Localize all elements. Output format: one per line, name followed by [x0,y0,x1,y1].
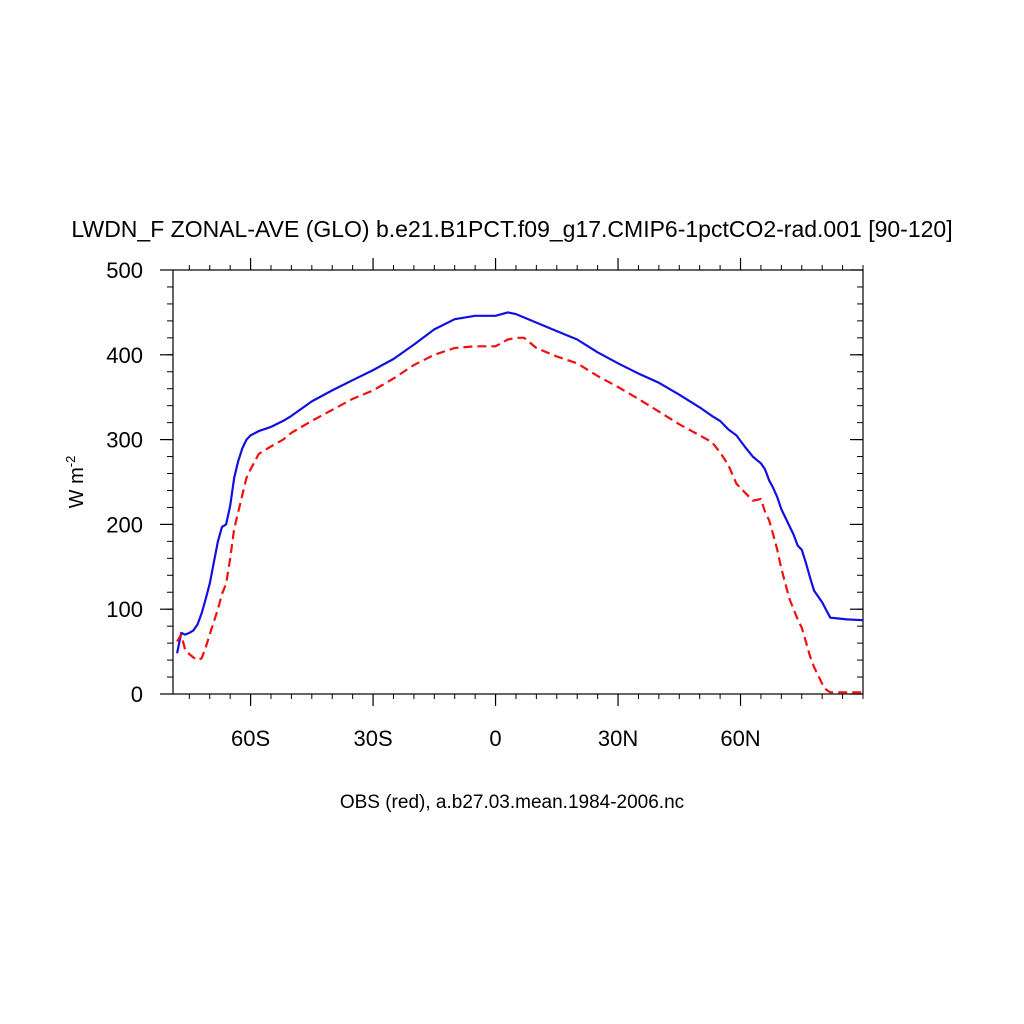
y-tick-label: 100 [106,597,143,622]
chart-footer-note: OBS (red), a.b27.03.mean.1984-2006.nc [340,792,684,813]
x-tick-label: 0 [489,726,501,751]
y-axis-label: W m-2 [63,456,88,509]
plot-frame [172,269,864,695]
y-tick-label: 200 [106,512,143,537]
y-tick-label: 300 [106,428,143,453]
model-series-line [176,311,864,654]
tick-labels: 60S 30S 0 30N 60N 0 100 200 300 400 500 [106,258,760,751]
y-axis-label-exponent: -2 [63,456,78,468]
axis-ticks [160,258,864,706]
x-tick-label: 60N [720,726,760,751]
y-tick-label: 500 [106,258,143,283]
obs-series-line [176,336,863,694]
x-tick-label: 30S [353,726,392,751]
chart-title: LWDN_F ZONAL-AVE (GLO) b.e21.B1PCT.f09_g… [71,216,952,242]
y-tick-label: 0 [131,682,143,707]
y-tick-label: 400 [106,343,143,368]
series-layer [176,311,864,694]
x-tick-label: 60S [231,726,270,751]
x-tick-label: 30N [598,726,638,751]
